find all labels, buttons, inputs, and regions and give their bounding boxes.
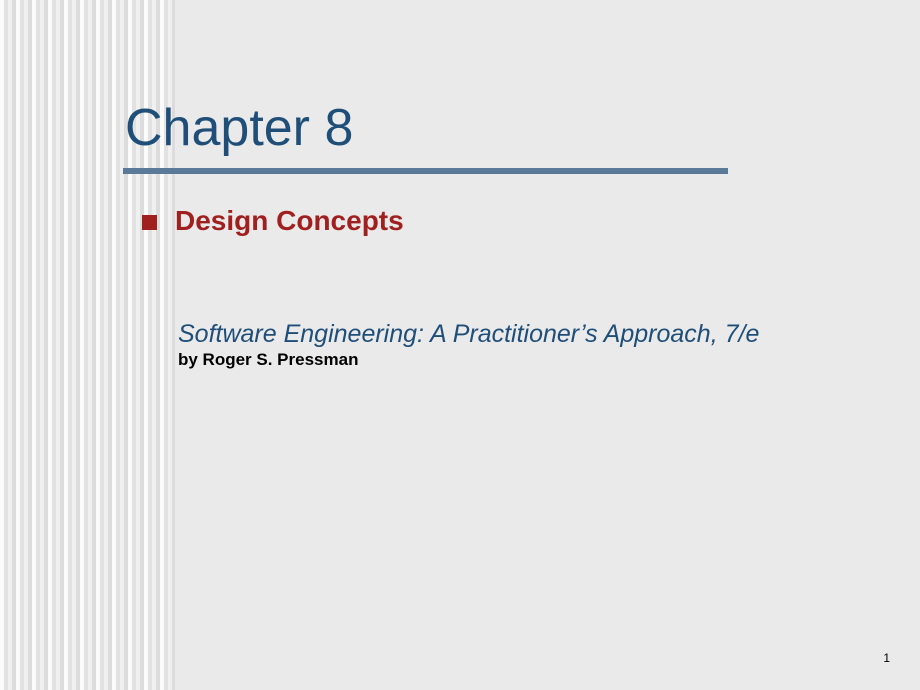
author-line: by Roger S. Pressman xyxy=(178,350,358,370)
square-bullet-icon xyxy=(142,215,157,230)
bullet-item: Design Concepts xyxy=(142,205,404,237)
book-title: Software Engineering: A Practitioner’s A… xyxy=(178,320,759,349)
chapter-title: Chapter 8 xyxy=(125,98,353,158)
page-number: 1 xyxy=(883,651,890,665)
title-underline xyxy=(123,168,728,174)
slide-content: Chapter 8 Design Concepts Software Engin… xyxy=(0,0,920,690)
bullet-label: Design Concepts xyxy=(175,205,404,237)
